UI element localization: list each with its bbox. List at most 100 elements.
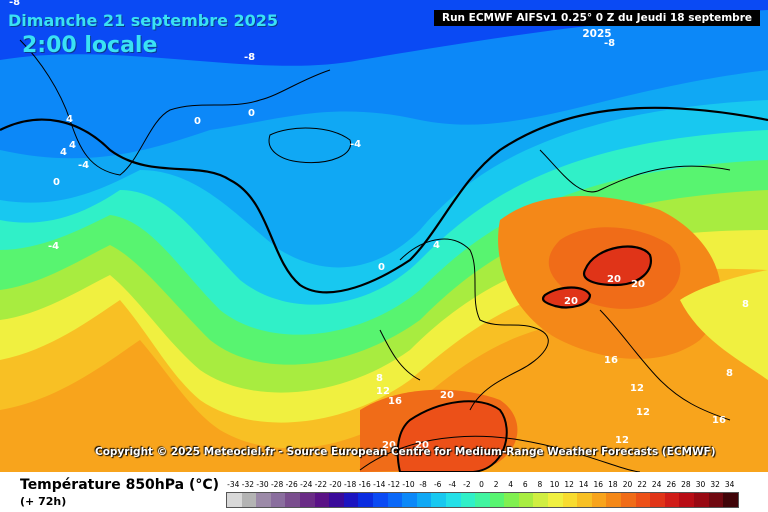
scale-swatch (504, 493, 519, 507)
contour-label: -4 (48, 241, 59, 252)
scale-swatch (489, 493, 505, 507)
contour-label: 12 (376, 386, 390, 397)
scale-swatch (270, 493, 286, 507)
scale-swatch (314, 493, 330, 507)
forecast-time: 2:00 locale (22, 33, 158, 58)
contour-label: -8 (244, 52, 255, 63)
contour-label: 0 (378, 262, 385, 273)
forecast-date: Dimanche 21 septembre 2025 (8, 11, 279, 30)
scale-swatch (606, 493, 622, 507)
contour-label: -4 (78, 160, 89, 171)
scale-label: 12 (564, 480, 574, 489)
contour-label: 16 (388, 396, 402, 407)
africa-coast (359, 435, 641, 472)
scale-label: -2 (463, 480, 471, 489)
contour-label: 4 (60, 147, 67, 158)
scale-swatch (548, 493, 563, 507)
scale-swatch (664, 493, 680, 507)
contour-label: 4 (69, 140, 76, 151)
scale-swatch (460, 493, 476, 507)
contour-label: 20 (607, 274, 621, 285)
scale-label: -24 (300, 480, 313, 489)
scale-label: 22 (637, 480, 647, 489)
scale-label: -22 (314, 480, 328, 489)
scale-label: -18 (343, 480, 357, 489)
scale-label: 28 (681, 480, 691, 489)
scale-swatch (358, 493, 373, 507)
contour-label: 20 (415, 440, 429, 451)
scale-swatch (227, 493, 242, 507)
contour-label: 20 (564, 296, 578, 307)
scale-label: 18 (608, 480, 618, 489)
scale-label: 20 (622, 480, 633, 489)
scale-label: -16 (358, 480, 371, 489)
scale-label: -26 (285, 480, 298, 489)
scale-label: 34 (724, 480, 735, 489)
scale-swatch (256, 493, 271, 507)
scale-label: -14 (373, 480, 386, 489)
contour-label: 12 (615, 435, 629, 446)
scale-swatch (694, 493, 709, 507)
scale-swatch (518, 493, 534, 507)
contour-labels: -8 -8 -8 -4 -4 0 0 0 4 4 4 20 20 20 8 8 … (9, 0, 749, 451)
scale-swatch (431, 493, 446, 507)
contour-label: 4 (66, 114, 73, 125)
isotherm-20-b (541, 286, 592, 309)
scale-swatch (416, 493, 432, 507)
scale-label: 14 (578, 480, 589, 489)
scale-label: 32 (710, 480, 720, 489)
contour-label: 8 (376, 373, 383, 384)
scale-swatch (285, 493, 300, 507)
greenland-coast (19, 39, 331, 176)
scale-swatch (621, 493, 636, 507)
copyright-text: Copyright © 2025 Meteociel.fr - Source E… (95, 446, 716, 458)
contour-label: -4 (350, 139, 361, 150)
isotherm-20-a (582, 245, 653, 287)
scale-label: 30 (695, 480, 706, 489)
contour-label: 8 (742, 299, 749, 310)
scale-label: -20 (329, 480, 342, 489)
scale-label: 2 (493, 480, 499, 489)
contour-label: 12 (630, 383, 644, 394)
scale-label: 24 (651, 480, 662, 489)
contour-label: 20 (382, 440, 396, 451)
scale-label: -10 (402, 480, 415, 489)
contour-label: 16 (604, 355, 618, 366)
scale-label: -4 (448, 480, 457, 489)
scale-swatch (650, 493, 665, 507)
scale-swatch (635, 493, 651, 507)
scale-swatch (329, 493, 344, 507)
scale-label: 16 (593, 480, 604, 489)
color-scale-bar (226, 492, 739, 508)
scale-swatch (343, 493, 359, 507)
scale-label: 10 (549, 480, 560, 489)
contour-label: 0 (248, 108, 255, 119)
temperature-map: -8 -8 -8 -4 -4 0 0 0 4 4 4 20 20 20 8 8 … (0, 0, 768, 472)
isotherm-0 (0, 106, 768, 294)
legend-title: Température 850hPa (°C) (20, 477, 220, 493)
scale-label: 6 (522, 480, 528, 489)
contour-label: -8 (604, 38, 615, 49)
contour-label: 0 (53, 177, 60, 188)
scale-label: -8 (419, 480, 427, 489)
scale-swatch (562, 493, 578, 507)
band-16 (0, 319, 768, 472)
contour-label: 16 (712, 415, 726, 426)
contour-label: 20 (440, 390, 454, 401)
scale-swatch (387, 493, 403, 507)
europe-coast (379, 149, 731, 421)
scale-swatch (402, 493, 417, 507)
scale-label: 4 (508, 480, 514, 489)
contour-label: -8 (9, 0, 20, 8)
scale-swatch (708, 493, 724, 507)
scale-label: 26 (666, 480, 677, 489)
scale-swatch (577, 493, 592, 507)
scale-swatch (299, 493, 315, 507)
contour-label: 12 (636, 407, 650, 418)
scale-label: 8 (537, 480, 543, 489)
scale-swatch (445, 493, 461, 507)
scale-label: -30 (256, 480, 269, 489)
scale-label: -28 (270, 480, 284, 489)
yellow-east (680, 270, 768, 380)
